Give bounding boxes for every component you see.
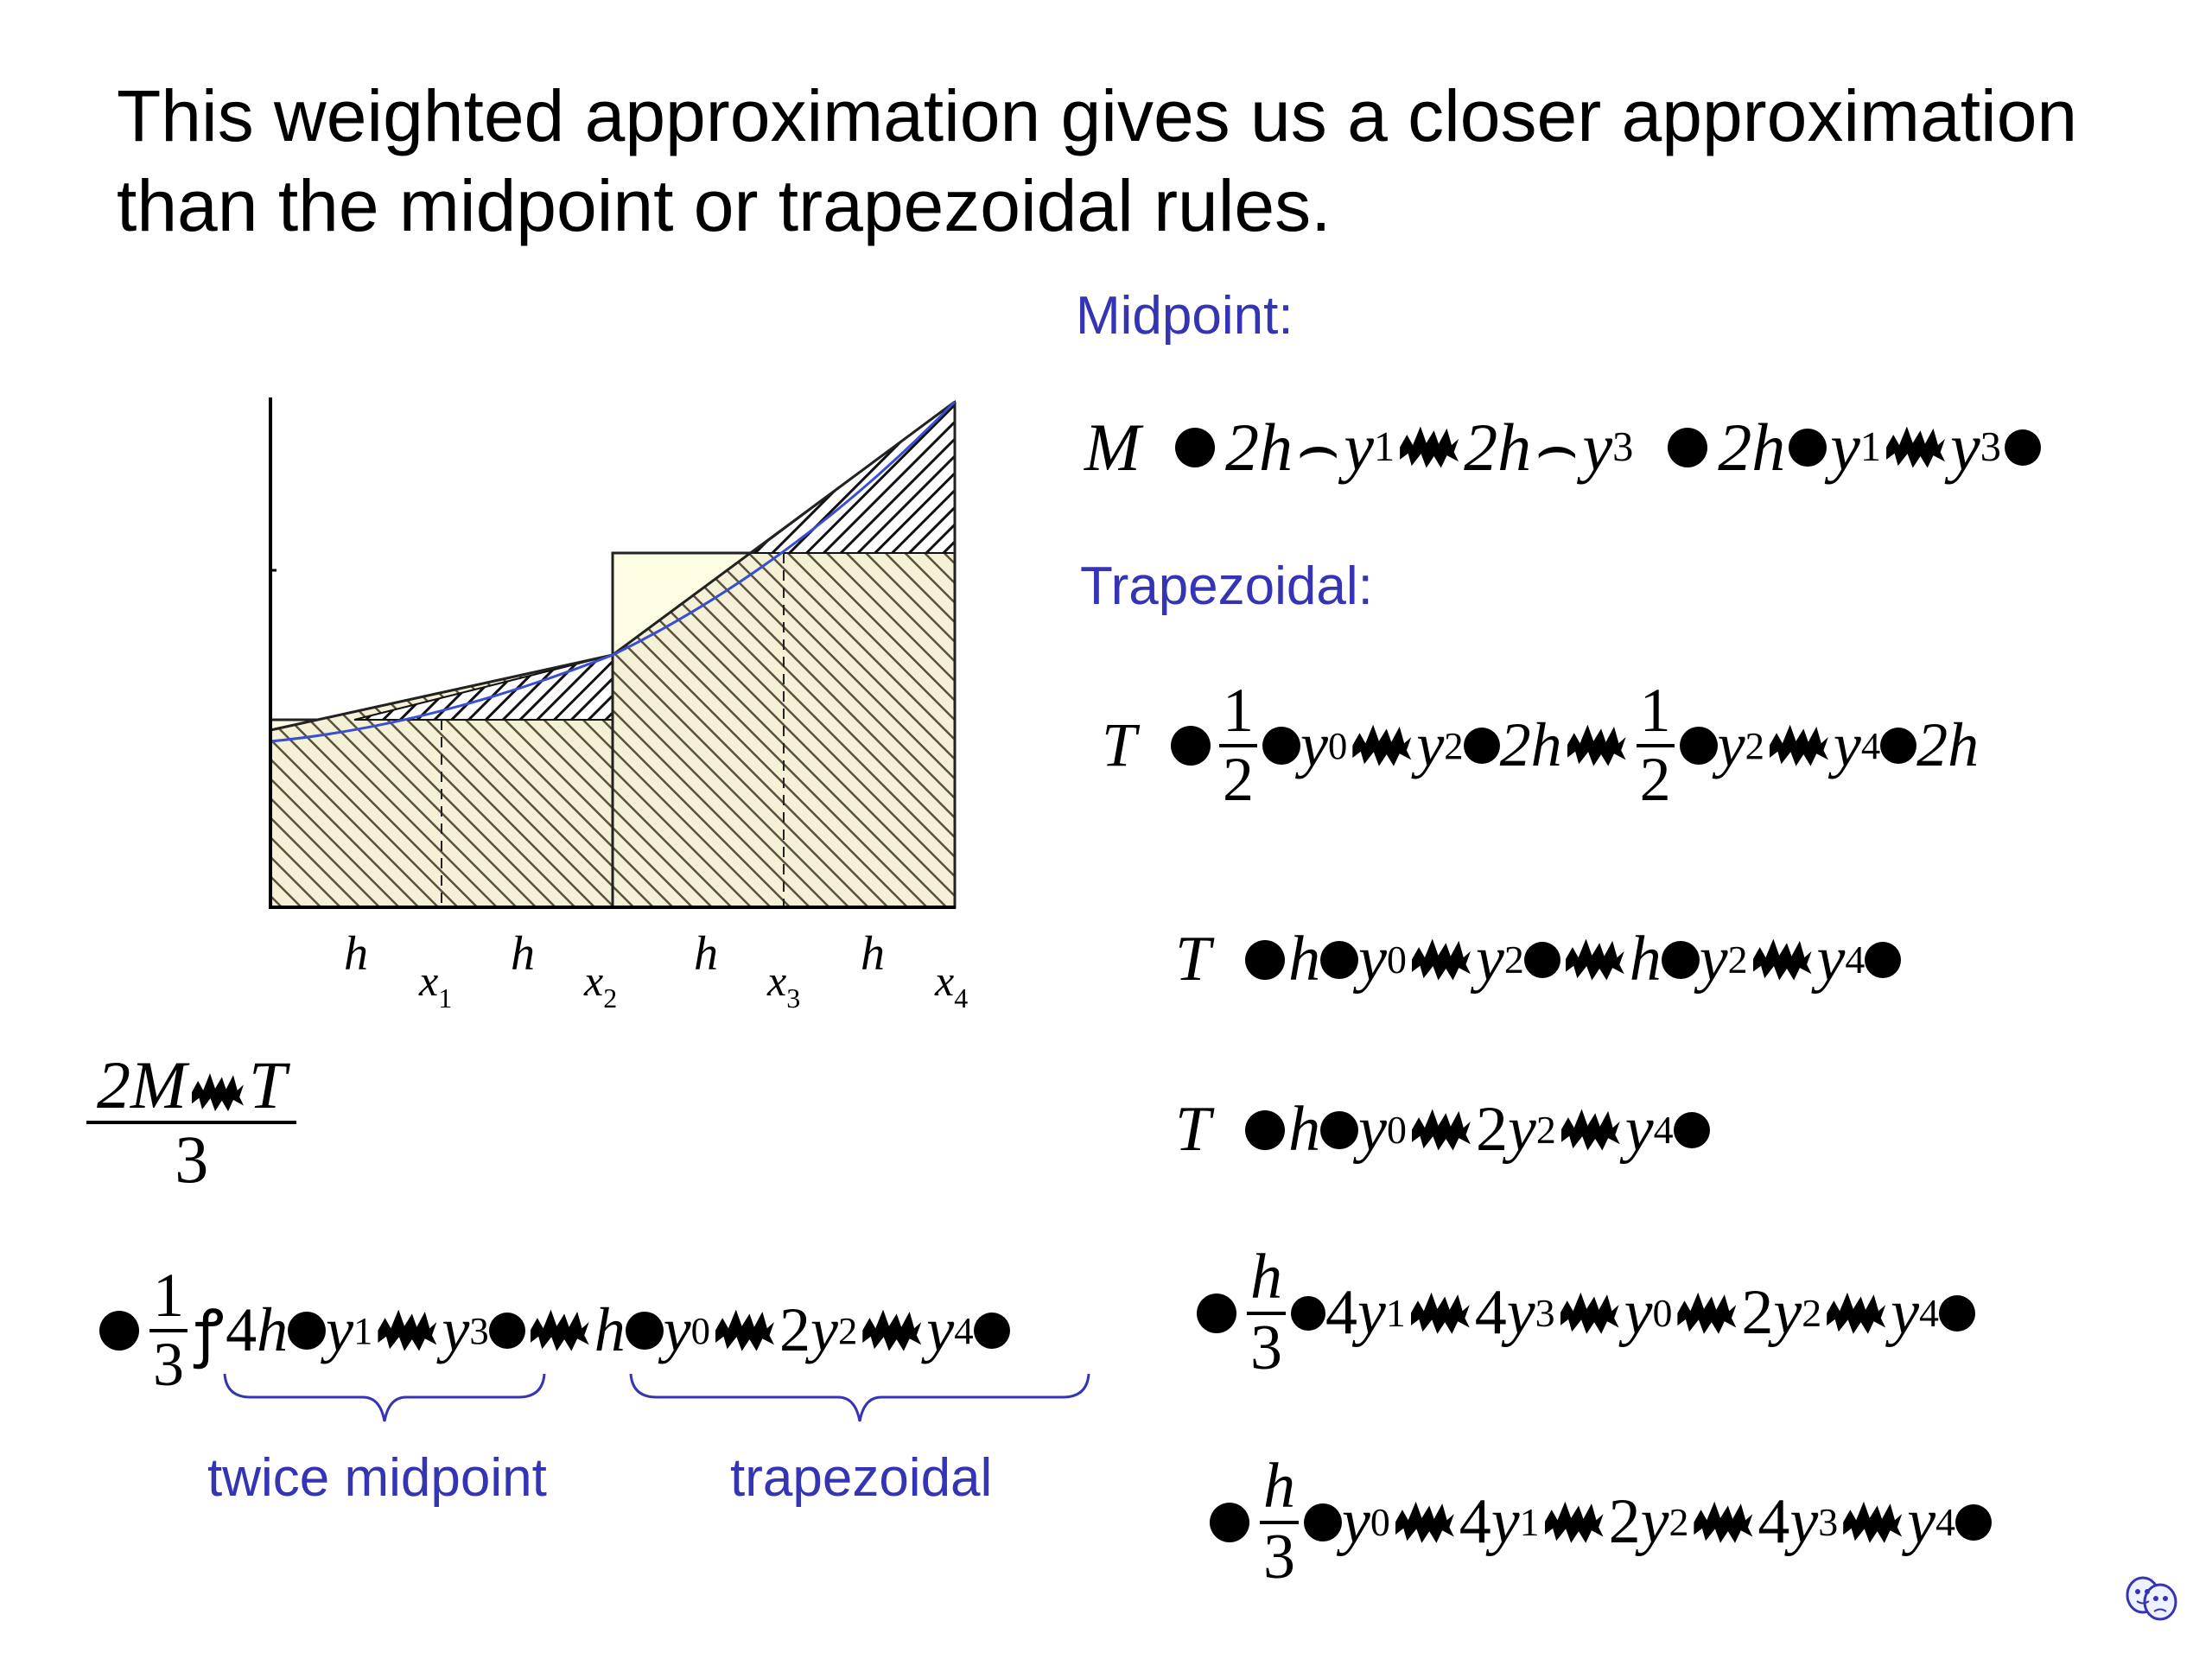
- midpoint-label: Midpoint:: [1076, 286, 1294, 346]
- trapezoidal-brace-label: trapezoidal: [730, 1448, 993, 1508]
- interval-label-h1: h: [344, 927, 368, 981]
- braces: [223, 1373, 1090, 1422]
- weighted-fraction: 2M T 3: [86, 1050, 297, 1195]
- approximation-graph: h h h h x1 x2 x3 x4: [269, 397, 968, 1014]
- slide-title: This weighted approximation gives us a c…: [117, 71, 2173, 251]
- x-label-2: x2: [583, 957, 617, 1014]
- x-label-1: x1: [418, 957, 452, 1014]
- interval-label-h4: h: [861, 927, 885, 981]
- twice-midpoint-brace: [223, 1373, 546, 1422]
- x-label-3: x3: [766, 957, 800, 1014]
- interval-label-h2: h: [511, 927, 535, 981]
- twice-midpoint-label: twice midpoint: [207, 1448, 547, 1508]
- title-line-2: than the midpoint or trapezoidal rules.: [117, 165, 1332, 246]
- title-line-1: This weighted approximation gives us a c…: [117, 75, 2078, 156]
- interval-label-h3: h: [694, 927, 718, 981]
- x-label-4: x4: [934, 957, 968, 1014]
- trapezoidal-label: Trapezoidal:: [1080, 556, 1373, 616]
- trapezoidal-brace: [629, 1373, 1090, 1422]
- function-curve: [270, 400, 957, 743]
- theater-masks-icon: [2126, 1576, 2177, 1621]
